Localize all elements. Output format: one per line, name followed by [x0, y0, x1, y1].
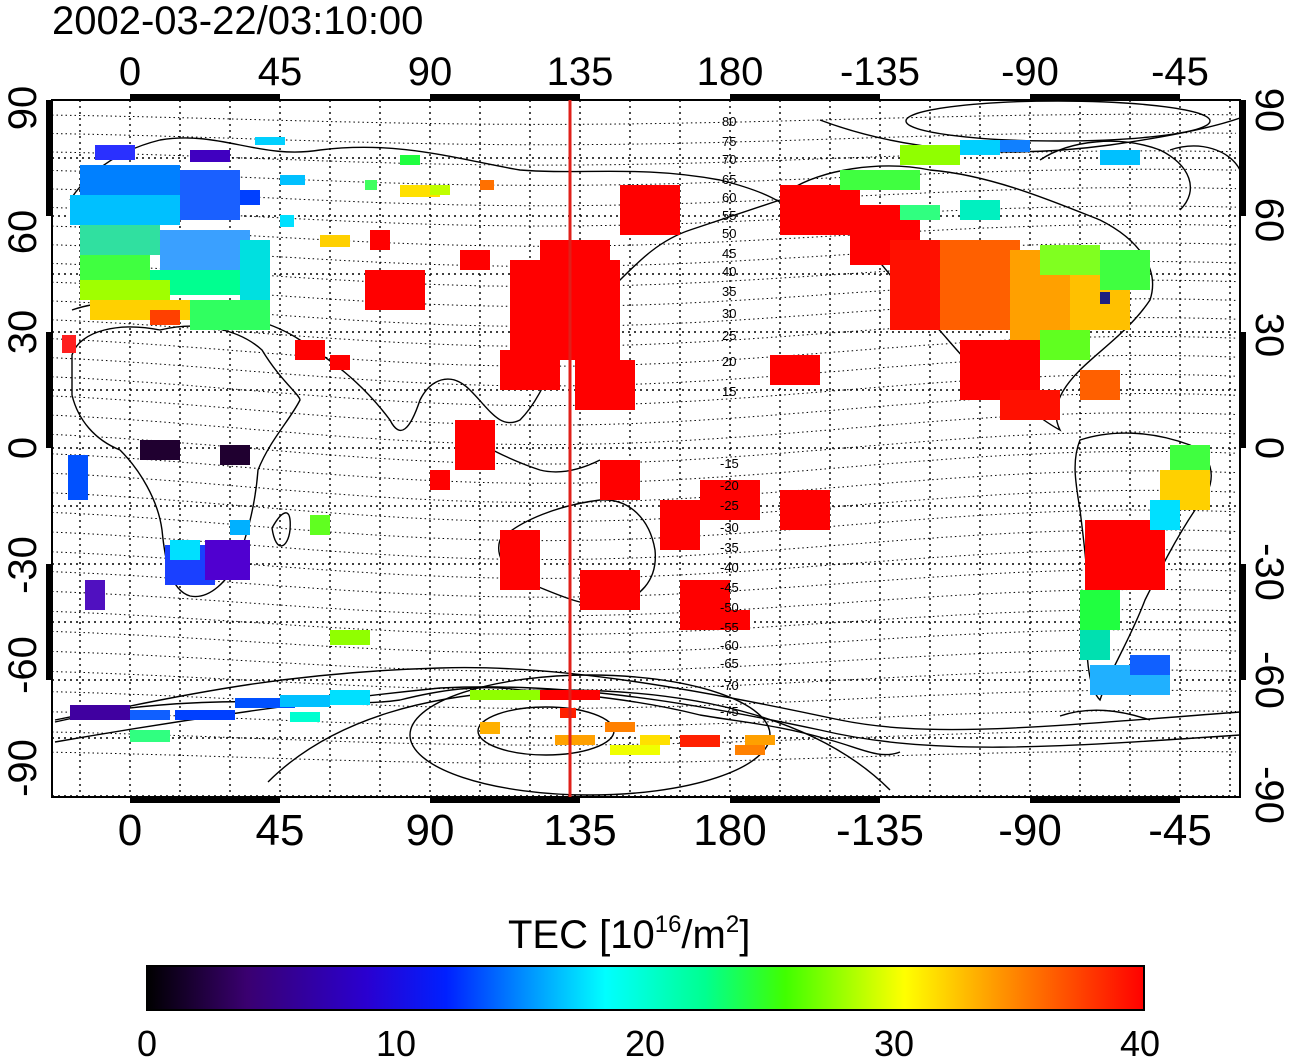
contour-label: -70	[720, 678, 739, 693]
left-lat-label: -60	[1, 636, 45, 694]
contour-label: -35	[720, 540, 739, 555]
map-panel: 80 75 70 65 60 55 50 45 40 35 30 25 20 15 -15 -20 -25 -30…	[46, 94, 1246, 803]
colorbar-tick: 20	[625, 1023, 665, 1057]
contour-label: 55	[722, 208, 736, 223]
left-lat-label: 60	[1, 210, 45, 255]
tec-measurements	[62, 137, 1210, 755]
timestamp-title: 2002-03-22/03:10:00	[52, 0, 423, 43]
frame-bar	[730, 94, 880, 100]
bottom-lon-label: -90	[998, 806, 1062, 855]
left-lat-label: 90	[1, 86, 45, 131]
bottom-longitude-labels: 0 45 90 135 180 -135 -90 -45	[118, 806, 1212, 855]
frame-bar	[1030, 797, 1180, 803]
right-lat-label: 60	[1247, 198, 1291, 243]
frame-bar	[46, 564, 52, 680]
contour-label: -45	[720, 580, 739, 595]
frame-bar	[1240, 564, 1246, 680]
top-lon-label: -45	[1151, 50, 1209, 94]
contour-label: 60	[722, 190, 736, 205]
top-lon-label: 180	[697, 50, 764, 94]
top-lon-label: 45	[258, 50, 303, 94]
colorbar-label-main: TEC [10	[508, 913, 655, 957]
colorbar-tick: 40	[1120, 1023, 1160, 1057]
colorbar-tick: 10	[376, 1023, 416, 1057]
contour-label: 50	[722, 226, 736, 241]
top-lon-label: 0	[119, 50, 141, 94]
left-lat-label: 0	[1, 437, 45, 459]
right-lat-label: 30	[1247, 313, 1291, 358]
contour-label: -30	[720, 520, 739, 535]
contour-label: -25	[720, 498, 739, 513]
contour-label: 45	[722, 246, 736, 261]
top-longitude-labels: 0 45 90 135 180 -135 -90 -45	[119, 50, 1209, 94]
left-latitude-labels: 90 60 30 0 -30 -60 -90	[1, 86, 45, 797]
colorbar-tick: 30	[874, 1023, 914, 1057]
contour-label: 80	[722, 114, 736, 129]
contour-label: 70	[722, 152, 736, 167]
colorbar-tick: 0	[137, 1023, 157, 1057]
contour-value-labels: 80 75 70 65 60 55 50 45 40 35 30 25 20 15 -15 -20 -25 -30…	[720, 114, 739, 719]
frame-bar	[430, 94, 580, 100]
top-lon-label: -90	[1001, 50, 1059, 94]
left-lat-label: -90	[1, 739, 45, 797]
magnetic-contour	[52, 750, 1237, 764]
bottom-lon-label: 180	[693, 806, 766, 855]
right-lat-label: -30	[1247, 543, 1291, 601]
contour-label: -65	[720, 656, 739, 671]
bottom-lon-label: 90	[406, 806, 455, 855]
contour-label: 25	[722, 328, 736, 343]
colorbar-label: TEC [1016/m2]	[508, 911, 750, 957]
contour-label: -55	[720, 620, 739, 635]
contour-label: 35	[722, 284, 736, 299]
frame-bar	[130, 797, 280, 803]
frame-bar	[46, 332, 52, 448]
top-lon-label: 135	[547, 50, 614, 94]
right-lat-label: 90	[1247, 88, 1291, 133]
right-lat-label: -60	[1247, 651, 1291, 709]
contour-label: 20	[722, 354, 736, 369]
contour-label: -15	[720, 456, 739, 471]
left-lat-label: 30	[1, 310, 45, 355]
bottom-lon-label: 45	[256, 806, 305, 855]
contour-label: 75	[722, 134, 736, 149]
contour-label: 15	[722, 384, 736, 399]
frame-bar	[1030, 94, 1180, 100]
frame-bar	[1240, 332, 1246, 448]
bottom-lon-label: 135	[543, 806, 616, 855]
frame-bar	[46, 100, 52, 216]
right-latitude-labels: 90 60 30 0 -30 -60 -90	[1247, 88, 1291, 824]
top-lon-label: -135	[840, 50, 920, 94]
contour-label: 30	[722, 306, 736, 321]
bottom-lon-label: -45	[1148, 806, 1212, 855]
contour-label: -75	[720, 704, 739, 719]
bottom-lon-label: 0	[118, 806, 142, 855]
colorbar-label-exp2: 2	[726, 911, 739, 938]
magnetic-contour	[52, 132, 1237, 146]
frame-bar	[730, 797, 880, 803]
frame-bar	[130, 94, 280, 100]
magnetic-contour	[52, 113, 1237, 125]
colorbar-gradient	[146, 965, 1145, 1011]
right-lat-label: 0	[1247, 437, 1291, 459]
contour-label: 40	[722, 264, 736, 279]
colorbar-label-end: ]	[739, 913, 750, 957]
bottom-lon-label: -135	[836, 806, 924, 855]
frame-bar	[1240, 100, 1246, 216]
colorbar: TEC [1016/m2] 0 10 20 30 40	[137, 911, 1160, 1057]
frame-tick-bars	[46, 94, 1246, 803]
magnetic-latitude-contours	[52, 113, 1237, 764]
contour-label: -40	[720, 560, 739, 575]
contour-label: -60	[720, 638, 739, 653]
top-lon-label: 90	[408, 50, 453, 94]
colorbar-label-exp1: 16	[655, 911, 682, 938]
colorbar-label-mid: /m	[681, 913, 725, 957]
frame-bar	[430, 797, 580, 803]
contour-label: -20	[720, 478, 739, 493]
left-lat-label: -30	[1, 536, 45, 594]
contour-label: 65	[722, 172, 736, 187]
contour-label: -50	[720, 600, 739, 615]
right-lat-label: -90	[1247, 766, 1291, 824]
